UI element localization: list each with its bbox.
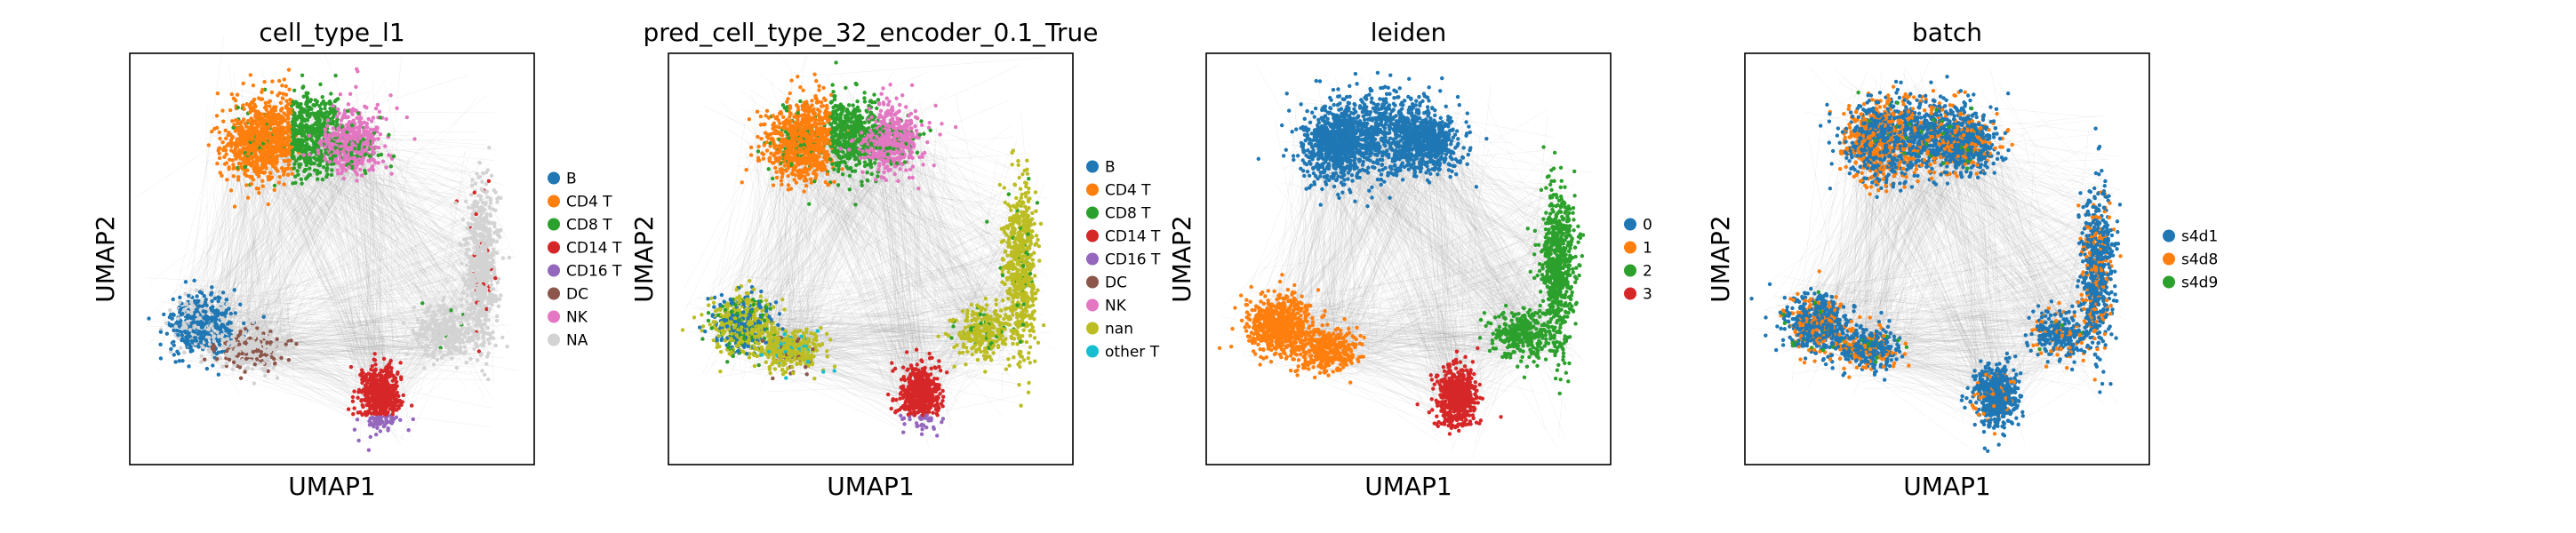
point-cluster bbox=[838, 107, 936, 182]
umap-panel-4: batch UMAP1 UMAP2 s4d1 s4d8 s4d9 bbox=[1706, 18, 2218, 501]
legend-marker bbox=[2163, 229, 2175, 243]
point-cluster bbox=[147, 278, 266, 377]
x-axis-label: UMAP1 bbox=[288, 472, 376, 501]
legend-marker bbox=[2163, 252, 2175, 266]
umap-panel-1: cell_type_l1 UMAP1 UMAP2 B CD4 T CD8 T CD14 T C… bbox=[91, 18, 622, 501]
point-cluster bbox=[1477, 298, 1572, 380]
legend-marker bbox=[1624, 264, 1636, 277]
legend-label: other T bbox=[1105, 344, 1160, 362]
umap-panel-3: leiden UMAP1 UMAP2 0 1 2 3 bbox=[1167, 18, 1652, 501]
legend-marker bbox=[548, 264, 560, 277]
umap-panel-2: pred_cell_type_32_encoder_0.1_True UMAP1 U… bbox=[629, 18, 1161, 501]
point-cluster bbox=[1820, 310, 1911, 382]
legend-marker bbox=[548, 241, 560, 254]
legend: B CD4 T CD8 T CD14 T CD16 T DC NK NA bbox=[548, 171, 622, 350]
knn-graph-edges bbox=[132, 35, 517, 445]
legend-label: CD4 T bbox=[566, 194, 612, 211]
legend-marker bbox=[1624, 241, 1636, 254]
legend-label: 1 bbox=[1643, 240, 1652, 258]
legend-label: CD16 T bbox=[1105, 251, 1161, 269]
legend-label: CD14 T bbox=[566, 240, 622, 258]
legend-label: NK bbox=[566, 309, 588, 327]
axes-frame bbox=[1205, 52, 1612, 465]
legend-label: CD16 T bbox=[566, 263, 622, 281]
point-cluster bbox=[1217, 273, 1334, 378]
legend-marker bbox=[548, 171, 560, 185]
legend-label: B bbox=[566, 171, 577, 188]
point-cluster bbox=[936, 296, 1046, 374]
legend-marker bbox=[1624, 287, 1636, 300]
panel-title: batch bbox=[1912, 18, 1982, 47]
legend-label: nan bbox=[1105, 321, 1133, 338]
legend-marker bbox=[548, 218, 560, 231]
legend-label: s4d9 bbox=[2181, 274, 2218, 292]
legend-label: CD8 T bbox=[1105, 205, 1151, 223]
legend-label: 2 bbox=[1643, 263, 1652, 281]
legend-label: CD4 T bbox=[1105, 182, 1151, 200]
legend-label: 0 bbox=[1643, 217, 1652, 235]
y-axis-label: UMAP2 bbox=[1167, 215, 1196, 303]
legend-marker bbox=[548, 310, 560, 323]
legend: B CD4 T CD8 T CD14 T CD16 T DC NK nan other T bbox=[1086, 159, 1161, 362]
legend-marker bbox=[1086, 275, 1099, 289]
point-cluster bbox=[401, 295, 491, 370]
y-axis-label: UMAP2 bbox=[1706, 215, 1735, 303]
legend-marker bbox=[1086, 229, 1099, 243]
point-cluster bbox=[1415, 346, 1503, 436]
point-cluster bbox=[202, 320, 299, 386]
legend-marker bbox=[548, 195, 560, 208]
point-cluster bbox=[452, 145, 512, 382]
point-cluster bbox=[751, 325, 837, 381]
point-cluster bbox=[301, 104, 396, 178]
axes-frame bbox=[668, 52, 1074, 465]
y-axis-label: UMAP2 bbox=[629, 215, 659, 303]
point-cluster bbox=[1525, 145, 1586, 396]
legend-label: DC bbox=[1105, 274, 1127, 292]
point-cluster bbox=[680, 278, 787, 374]
point-cluster bbox=[346, 352, 415, 452]
legend-label: B bbox=[1105, 159, 1116, 177]
legend-marker bbox=[1624, 218, 1636, 231]
axes-frame bbox=[1744, 52, 2150, 465]
panel-title: pred_cell_type_32_encoder_0.1_True bbox=[643, 18, 1098, 47]
axes-frame bbox=[129, 52, 535, 465]
legend-label: CD8 T bbox=[566, 217, 612, 235]
legend-label: 3 bbox=[1643, 286, 1652, 304]
legend-label: s4d1 bbox=[2181, 228, 2218, 246]
legend-label: CD14 T bbox=[1105, 228, 1161, 246]
x-axis-label: UMAP1 bbox=[1364, 472, 1452, 501]
legend-marker bbox=[1086, 206, 1099, 219]
panel-title: leiden bbox=[1371, 18, 1447, 47]
legend-marker bbox=[2163, 275, 2175, 289]
point-cluster bbox=[1259, 317, 1366, 385]
legend-marker bbox=[1086, 345, 1099, 358]
legend-label: NA bbox=[566, 332, 588, 350]
legend-marker bbox=[1086, 322, 1099, 335]
legend-marker bbox=[1086, 298, 1099, 312]
legend-marker bbox=[1086, 160, 1099, 173]
knn-graph-edges bbox=[681, 47, 1055, 449]
legend-label: s4d8 bbox=[2181, 251, 2218, 269]
point-cluster bbox=[885, 347, 949, 438]
legend-label: NK bbox=[1105, 298, 1127, 315]
point-cluster bbox=[1915, 107, 2004, 179]
legend-marker bbox=[548, 287, 560, 300]
legend-marker bbox=[1086, 183, 1099, 196]
point-cluster bbox=[985, 148, 1044, 408]
point-cluster bbox=[1959, 351, 2025, 454]
x-axis-label: UMAP1 bbox=[827, 472, 915, 501]
legend: 0 1 2 3 bbox=[1624, 217, 1652, 304]
legend-label: DC bbox=[566, 286, 588, 304]
point-cluster bbox=[1818, 75, 2014, 199]
y-axis-label: UMAP2 bbox=[91, 215, 120, 303]
point-cluster bbox=[2023, 299, 2106, 372]
legend: s4d1 s4d8 s4d9 bbox=[2163, 228, 2218, 292]
x-axis-label: UMAP1 bbox=[1903, 472, 1991, 501]
legend-marker bbox=[548, 333, 560, 346]
panel-title: cell_type_l1 bbox=[259, 18, 404, 47]
point-cluster bbox=[1387, 110, 1473, 183]
legend-marker bbox=[1086, 252, 1099, 266]
